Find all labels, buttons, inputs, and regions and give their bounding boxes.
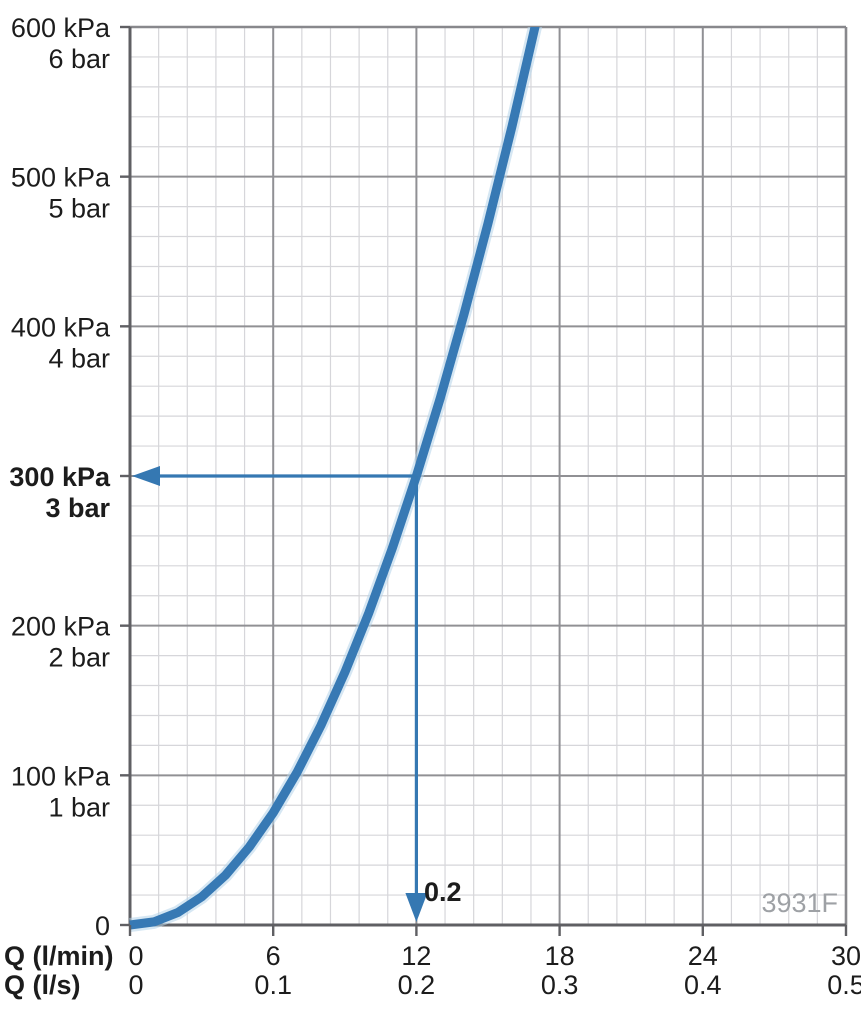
y-tick-label-bar: 4 bar bbox=[48, 343, 110, 373]
x-tick-label-lmin: 24 bbox=[688, 941, 718, 971]
axis-ticks bbox=[120, 25, 848, 936]
x-tick-label-lmin: 0 bbox=[128, 941, 143, 971]
y-tick-label-kpa: 300 kPa bbox=[9, 462, 111, 492]
annotation-arrows bbox=[132, 466, 428, 922]
x-tick-label-ls: 0.4 bbox=[684, 970, 722, 1000]
y-tick-label-kpa: 400 kPa bbox=[11, 312, 111, 342]
x-tick-label-ls: 0.5 bbox=[827, 970, 861, 1000]
x-tick-label-lmin: 12 bbox=[401, 941, 431, 971]
y-tick-label-kpa: 500 kPa bbox=[11, 163, 111, 193]
y-tick-label-bar: 2 bar bbox=[48, 643, 110, 673]
x-tick-label-lmin: 30 bbox=[831, 941, 861, 971]
x-axis-unit-ls: Q (l/s) bbox=[4, 970, 81, 1000]
x-tick-label-lmin: 6 bbox=[266, 941, 281, 971]
x-tick-label-ls: 0.3 bbox=[541, 970, 579, 1000]
curve-stroke bbox=[129, 27, 540, 930]
x-tick-label-ls: 0 bbox=[128, 970, 143, 1000]
x-axis-unit-lmin: Q (l/min) bbox=[4, 941, 114, 971]
flow-pressure-curve bbox=[129, 27, 543, 932]
y-tick-label-bar: 1 bar bbox=[48, 792, 110, 822]
y-tick-label-bar: 3 bar bbox=[45, 493, 110, 523]
flow-arrow-head bbox=[405, 893, 428, 922]
x-axis-labels: 00 60.1 120.2 180.3 240.4 300.5 bbox=[128, 941, 861, 1000]
y-tick-label-kpa: 600 kPa bbox=[11, 13, 111, 43]
x-tick-label-lmin: 18 bbox=[545, 941, 575, 971]
y-tick-label-kpa: 200 kPa bbox=[11, 612, 111, 642]
y-tick-label-kpa: 100 kPa bbox=[11, 761, 111, 791]
x-tick-label-ls: 0.2 bbox=[398, 970, 436, 1000]
y-axis-zero-label: 0 bbox=[95, 911, 110, 941]
x-tick-label-ls: 0.1 bbox=[254, 970, 292, 1000]
y-tick-label-bar: 5 bar bbox=[48, 194, 110, 224]
y-tick-label-bar: 6 bar bbox=[48, 44, 110, 74]
watermark-code: 3931F bbox=[761, 888, 838, 918]
flow-annotation-label: 0.2 bbox=[424, 877, 462, 907]
pressure-arrow-head bbox=[132, 466, 160, 486]
